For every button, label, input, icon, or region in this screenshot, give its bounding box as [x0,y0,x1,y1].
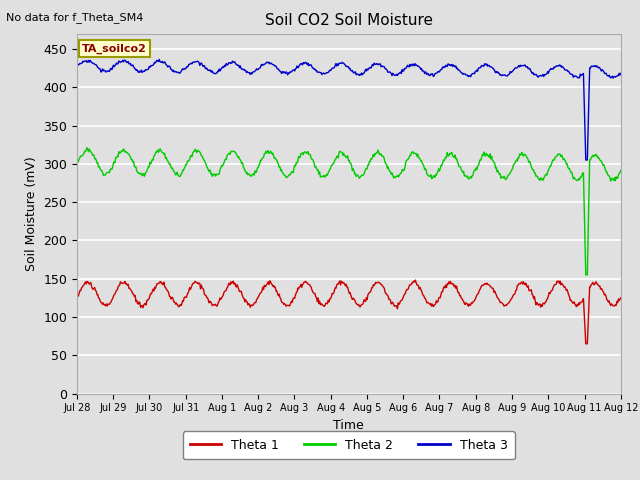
X-axis label: Time: Time [333,419,364,432]
Text: No data for f_Theta_SM4: No data for f_Theta_SM4 [6,12,144,23]
Legend: Theta 1, Theta 2, Theta 3: Theta 1, Theta 2, Theta 3 [182,432,515,459]
Y-axis label: Soil Moisture (mV): Soil Moisture (mV) [25,156,38,271]
Text: TA_soilco2: TA_soilco2 [82,44,147,54]
Title: Soil CO2 Soil Moisture: Soil CO2 Soil Moisture [265,13,433,28]
